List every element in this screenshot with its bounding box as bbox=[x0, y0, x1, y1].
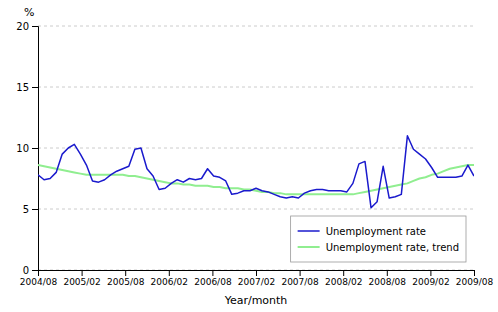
x-tick-mark bbox=[256, 270, 257, 276]
x-tick-mark bbox=[212, 270, 213, 276]
x-axis-line bbox=[39, 271, 475, 277]
x-tick: 2006/02 bbox=[151, 270, 188, 287]
y-tick: 20 bbox=[16, 21, 38, 32]
x-tick-label: 2005/08 bbox=[107, 277, 145, 287]
x-tick: 2005/08 bbox=[107, 270, 145, 287]
y-tick: 15 bbox=[16, 82, 38, 93]
x-tick-mark bbox=[82, 270, 83, 276]
y-tick-mark bbox=[32, 87, 38, 88]
x-tick: 2008/02 bbox=[325, 270, 362, 287]
x-tick: 2007/02 bbox=[238, 270, 275, 287]
grid-line bbox=[38, 87, 474, 88]
series-line bbox=[38, 136, 474, 208]
x-tick-mark bbox=[474, 270, 475, 276]
x-tick-mark bbox=[125, 270, 126, 276]
x-tick-label: 2009/02 bbox=[412, 277, 449, 287]
x-tick-mark bbox=[387, 270, 388, 276]
x-tick: 2007/08 bbox=[281, 270, 319, 287]
y-tick-mark bbox=[32, 148, 38, 149]
y-tick: 0 bbox=[23, 265, 38, 276]
x-tick-label: 2007/08 bbox=[281, 277, 319, 287]
y-tick-label: 15 bbox=[16, 82, 29, 93]
legend: Unemployment rate Unemployment rate, tren… bbox=[291, 216, 466, 262]
y-tick-mark bbox=[32, 270, 38, 271]
grid bbox=[38, 26, 474, 270]
grid-line bbox=[38, 26, 474, 27]
y-tick-mark bbox=[32, 26, 38, 27]
x-tick-label: 2006/02 bbox=[151, 277, 188, 287]
y-tick-mark bbox=[32, 209, 38, 210]
x-tick-label: 2008/08 bbox=[369, 277, 407, 287]
x-tick-label: 2008/02 bbox=[325, 277, 362, 287]
x-tick-label: 2007/02 bbox=[238, 277, 275, 287]
y-tick-label: 20 bbox=[16, 21, 29, 32]
x-tick-mark bbox=[169, 270, 170, 276]
legend-label: Unemployment rate, trend bbox=[326, 242, 459, 253]
x-tick-label: 2005/02 bbox=[63, 277, 100, 287]
x-tick-label: 2004/08 bbox=[20, 277, 58, 287]
y-axis-line bbox=[32, 27, 39, 271]
x-tick: 2008/08 bbox=[369, 270, 407, 287]
x-axis-title: Year/month bbox=[224, 294, 288, 307]
chart: 2004/08 2005/02 2005/08 2006/02 2006/08 2007/… bbox=[0, 0, 498, 312]
x-tick-mark bbox=[343, 270, 344, 276]
y-axis-title: % bbox=[24, 6, 34, 19]
legend-swatch bbox=[298, 230, 320, 232]
x-tick-mark bbox=[300, 270, 301, 276]
x-tick: 2005/02 bbox=[63, 270, 100, 287]
grid-line bbox=[38, 148, 474, 149]
y-axis: 0 5 10 15 20 bbox=[16, 21, 38, 276]
x-tick-label: 2006/08 bbox=[194, 277, 232, 287]
x-tick-mark bbox=[430, 270, 431, 276]
x-tick-label: 2009/08 bbox=[456, 277, 494, 287]
x-axis: 2004/08 2005/02 2005/08 2006/02 2006/08 2007/… bbox=[20, 270, 494, 287]
x-tick: 2006/08 bbox=[194, 270, 232, 287]
y-tick-label: 10 bbox=[16, 143, 29, 154]
legend-frame bbox=[291, 216, 466, 262]
y-tick: 10 bbox=[16, 143, 38, 154]
y-tick-label: 5 bbox=[23, 204, 29, 215]
plot-area bbox=[38, 136, 474, 208]
x-tick: 2009/08 bbox=[456, 270, 494, 287]
y-tick-label: 0 bbox=[23, 265, 29, 276]
legend-swatch bbox=[298, 246, 320, 248]
grid-line bbox=[38, 209, 474, 210]
x-tick: 2009/02 bbox=[412, 270, 449, 287]
y-tick: 5 bbox=[23, 204, 38, 215]
legend-label: Unemployment rate bbox=[326, 226, 426, 237]
